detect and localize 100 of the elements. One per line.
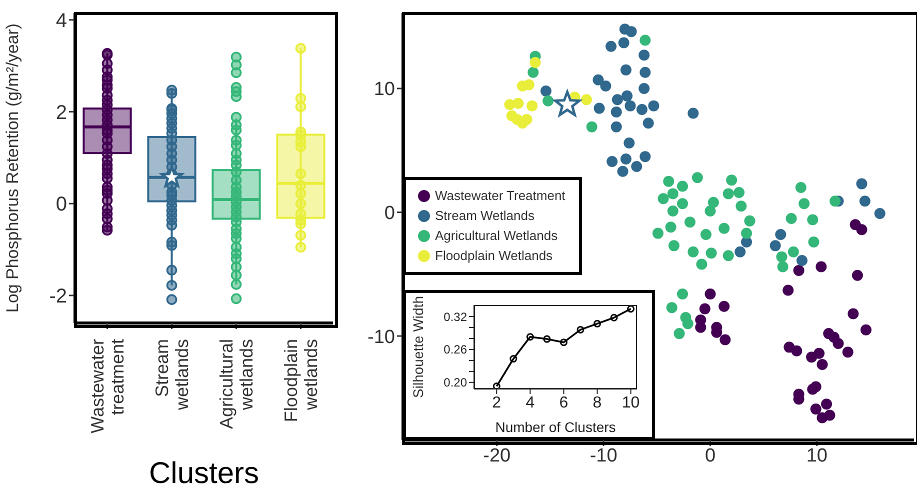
point — [807, 214, 818, 226]
point — [706, 248, 717, 259]
y-tick-label: 2 — [56, 102, 67, 124]
point — [622, 90, 633, 102]
legend-label: Wastewater Treatment — [435, 187, 566, 205]
point — [791, 345, 802, 356]
point — [786, 212, 797, 224]
point — [526, 333, 534, 341]
point — [770, 240, 781, 252]
point — [692, 172, 703, 184]
point — [832, 338, 844, 349]
point — [696, 258, 708, 270]
point — [620, 154, 632, 165]
point — [677, 180, 688, 192]
point — [640, 34, 651, 46]
point — [777, 261, 788, 272]
x-tick-label: -20 — [483, 445, 511, 466]
point — [636, 104, 648, 116]
point — [734, 186, 745, 198]
point — [736, 200, 747, 212]
y-tick-label: 0.32 — [444, 310, 468, 324]
point — [850, 219, 861, 230]
point — [776, 251, 788, 262]
point — [788, 246, 799, 258]
x-axis-title: Clusters — [148, 457, 260, 485]
point — [704, 206, 716, 217]
point — [610, 106, 622, 118]
point — [638, 83, 650, 94]
point — [699, 303, 710, 314]
point — [816, 359, 828, 370]
point — [626, 26, 637, 38]
point — [718, 222, 730, 234]
point — [521, 114, 532, 125]
point — [580, 94, 592, 106]
point — [618, 37, 630, 48]
point — [688, 246, 699, 258]
point — [576, 326, 584, 334]
point — [512, 114, 523, 125]
point — [704, 288, 716, 300]
point — [874, 208, 886, 220]
point — [808, 236, 820, 248]
point — [684, 216, 696, 228]
y-tick-label: 4 — [56, 10, 67, 32]
point — [726, 174, 738, 186]
point — [860, 324, 872, 336]
point — [586, 121, 598, 132]
point — [700, 229, 712, 240]
x-tick-label: 2 — [492, 394, 502, 412]
point — [734, 246, 746, 258]
y-tick-label: 0 — [56, 194, 67, 216]
point — [814, 348, 825, 359]
y-tick-label: 0 — [384, 203, 395, 224]
point — [620, 64, 632, 76]
point — [610, 121, 622, 132]
point — [594, 102, 605, 114]
x-tick-label: 0 — [704, 445, 716, 466]
point — [852, 270, 863, 281]
point — [648, 100, 660, 112]
point — [627, 305, 635, 313]
point — [810, 404, 822, 415]
point — [592, 74, 604, 86]
point — [667, 206, 678, 217]
x-tick-label: 8 — [592, 394, 602, 412]
point — [560, 338, 568, 346]
point — [624, 137, 635, 148]
point — [642, 118, 654, 129]
point — [526, 100, 538, 112]
y-tick-label: -2 — [49, 286, 67, 308]
point — [796, 255, 808, 266]
point — [823, 328, 834, 340]
point — [510, 355, 518, 363]
point — [492, 382, 500, 389]
y-tick-label: 10 — [374, 79, 395, 100]
y-tick-label: 0.26 — [444, 342, 468, 357]
point — [504, 99, 516, 110]
x-tick-label: -10 — [590, 445, 618, 466]
point — [640, 66, 651, 78]
x-tick-label: Wastewater treatment — [88, 338, 128, 434]
point — [856, 178, 868, 190]
x-tick-label: 4 — [526, 394, 535, 412]
point — [830, 196, 841, 207]
point — [720, 334, 731, 346]
y-axis-title: Log Phosphorus Retention (g/m²/year) — [2, 23, 22, 313]
point — [624, 100, 636, 112]
point — [782, 284, 794, 296]
point — [722, 188, 734, 200]
point — [606, 156, 618, 168]
point — [859, 196, 870, 207]
point — [663, 176, 674, 187]
point — [530, 57, 541, 68]
point — [516, 80, 528, 92]
point — [610, 314, 618, 322]
point — [528, 66, 539, 78]
point — [594, 320, 602, 328]
x-tick-label: 10 — [806, 445, 828, 466]
point — [741, 228, 752, 239]
point — [668, 240, 680, 252]
x-tick-label: 6 — [559, 394, 568, 412]
point — [640, 151, 651, 162]
point — [722, 250, 734, 262]
